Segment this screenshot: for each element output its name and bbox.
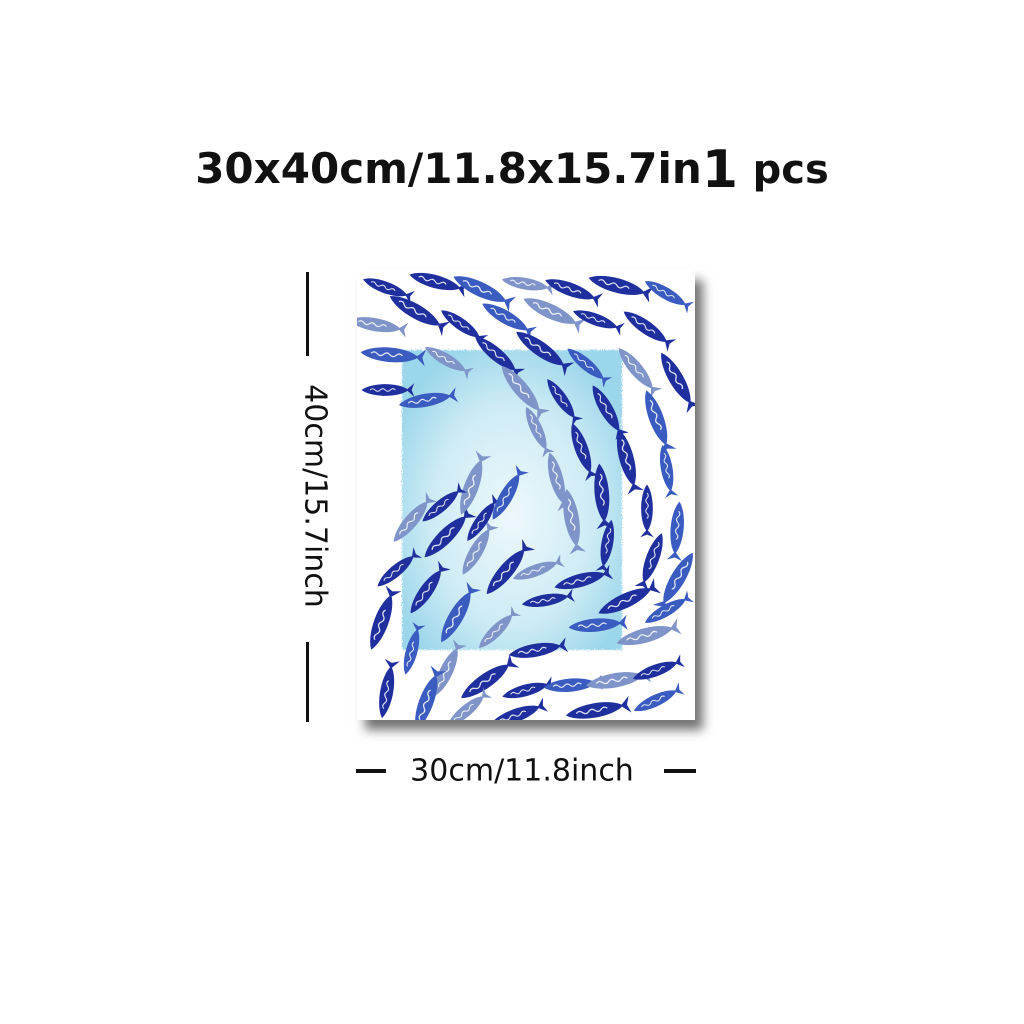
- fish-icon: [357, 311, 409, 339]
- fish-icon: [583, 665, 653, 695]
- fish-icon: [449, 270, 517, 313]
- fish-icon: [637, 386, 678, 456]
- fish-icon: [655, 443, 679, 499]
- fish-icon: [618, 304, 677, 353]
- fish-icon: [563, 695, 633, 720]
- height-dimension-line-top: [306, 272, 309, 356]
- width-label: 30cm/11.8inch: [410, 753, 634, 789]
- fish-school-artwork: [357, 270, 695, 720]
- fish-icon: [487, 696, 549, 720]
- quantity-unit: pcs: [752, 147, 829, 193]
- fish-icon: [500, 272, 556, 296]
- fish-icon: [630, 681, 686, 718]
- poster-canvas: [357, 270, 695, 720]
- fish-icon: [639, 483, 655, 538]
- fish-icon: [666, 500, 688, 562]
- fish-icon: [407, 664, 448, 720]
- fish-icon: [630, 653, 686, 686]
- fish-icon: [653, 347, 695, 414]
- fish-icon: [500, 675, 556, 704]
- fish-icon: [641, 274, 695, 314]
- quantity-number: 1: [701, 140, 739, 200]
- product-size-title: 30x40cm/11.8x15.7in1 pcs: [0, 136, 1024, 200]
- fish-icon: [362, 584, 403, 654]
- size-text: 30x40cm/11.8x15.7in: [195, 144, 702, 193]
- width-dimension-line-right: [664, 769, 696, 773]
- fish-icon: [633, 530, 670, 592]
- fish-icon: [373, 658, 401, 720]
- width-dimension-line-left: [356, 769, 386, 773]
- height-label: 40cm/15.7inch: [297, 384, 333, 608]
- height-dimension-line-bottom: [306, 642, 309, 722]
